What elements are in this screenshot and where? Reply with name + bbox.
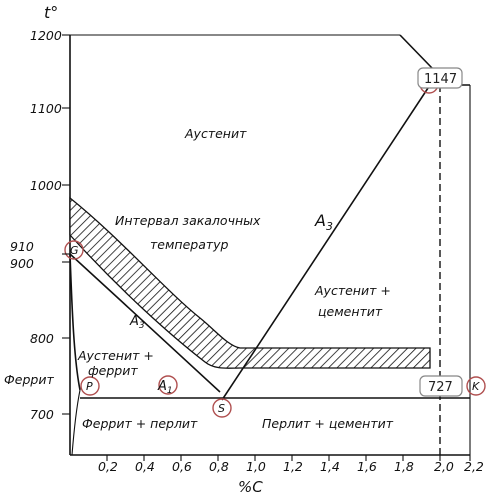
y-tick-900: 900: [10, 256, 34, 271]
x-tick-2.0: 2,0: [434, 459, 454, 474]
y-axis-label: t°: [44, 3, 58, 22]
quench-interval-band: [69, 196, 431, 369]
x-tick-1.6: 1,6: [357, 459, 377, 474]
y-tick-1100: 1100: [30, 101, 62, 116]
value-1147: 1147: [424, 72, 457, 87]
x-tick-1.4: 1,4: [320, 459, 340, 474]
region-ferrite-pearlite: Феррит + перлит: [82, 416, 198, 431]
region-austenite-ferrite-1: Аустенит +: [77, 348, 154, 363]
y-tick-1200: 1200: [30, 28, 62, 43]
point-p-marker: [80, 376, 100, 396]
x-tick-1.0: 1,0: [246, 459, 266, 474]
gs-line: [69, 253, 221, 393]
point-k-label: K: [472, 380, 480, 393]
point-g-label: G: [70, 244, 79, 257]
value-727: 727: [428, 380, 453, 395]
x-axis-label: %C: [238, 478, 263, 495]
point-s-marker: [212, 398, 232, 418]
y-tick-marks: [62, 34, 70, 415]
x-tick-0.4: 0,4: [135, 459, 155, 474]
point-k-marker: [466, 376, 486, 396]
x-tick-0.6: 0,6: [172, 459, 192, 474]
region-austenite-cementite-1: Аустенит +: [314, 283, 391, 298]
value-box-1147: [417, 67, 463, 89]
region-pearlite-cementite: Перлит + цементит: [262, 416, 394, 431]
x-tick-0.2: 0,2: [98, 459, 118, 474]
x-tick-1.2: 1,2: [283, 459, 303, 474]
top-liquidus-line: [399, 34, 433, 69]
y-tick-1000: 1000: [30, 178, 62, 193]
y-tick-910: 910: [10, 239, 34, 254]
region-quench-interval-2: температур: [150, 237, 229, 252]
x-tick-marks: [106, 455, 471, 461]
point-g-marker: [64, 240, 84, 260]
a3-line-label: A3: [314, 211, 333, 233]
a3-left-label: A3: [129, 314, 145, 331]
y-tick-800: 800: [30, 331, 54, 346]
region-austenite-cementite-2: цементит: [318, 304, 383, 319]
x-tick-1.8: 1,8: [394, 459, 414, 474]
point-p-label: P: [86, 380, 93, 393]
pq-line: [71, 389, 81, 456]
region-austenite: Аустенит: [184, 126, 247, 141]
x-tick-2.2: 2,2: [464, 459, 484, 474]
x-tick-0.8: 0,8: [209, 459, 229, 474]
region-austenite-ferrite-2: феррит: [88, 363, 138, 378]
se-line: [221, 84, 431, 401]
region-quench-interval-1: Интервал закалочных: [115, 213, 261, 228]
a1-label: A1: [157, 379, 173, 396]
y-tick-700: 700: [30, 407, 54, 422]
region-ferrite: Феррит: [4, 372, 54, 387]
a1-marker: [158, 375, 178, 395]
value-box-727: [419, 375, 463, 397]
point-s-label: S: [218, 402, 225, 415]
plot-frame: [69, 34, 471, 456]
gp-line: [69, 253, 81, 391]
